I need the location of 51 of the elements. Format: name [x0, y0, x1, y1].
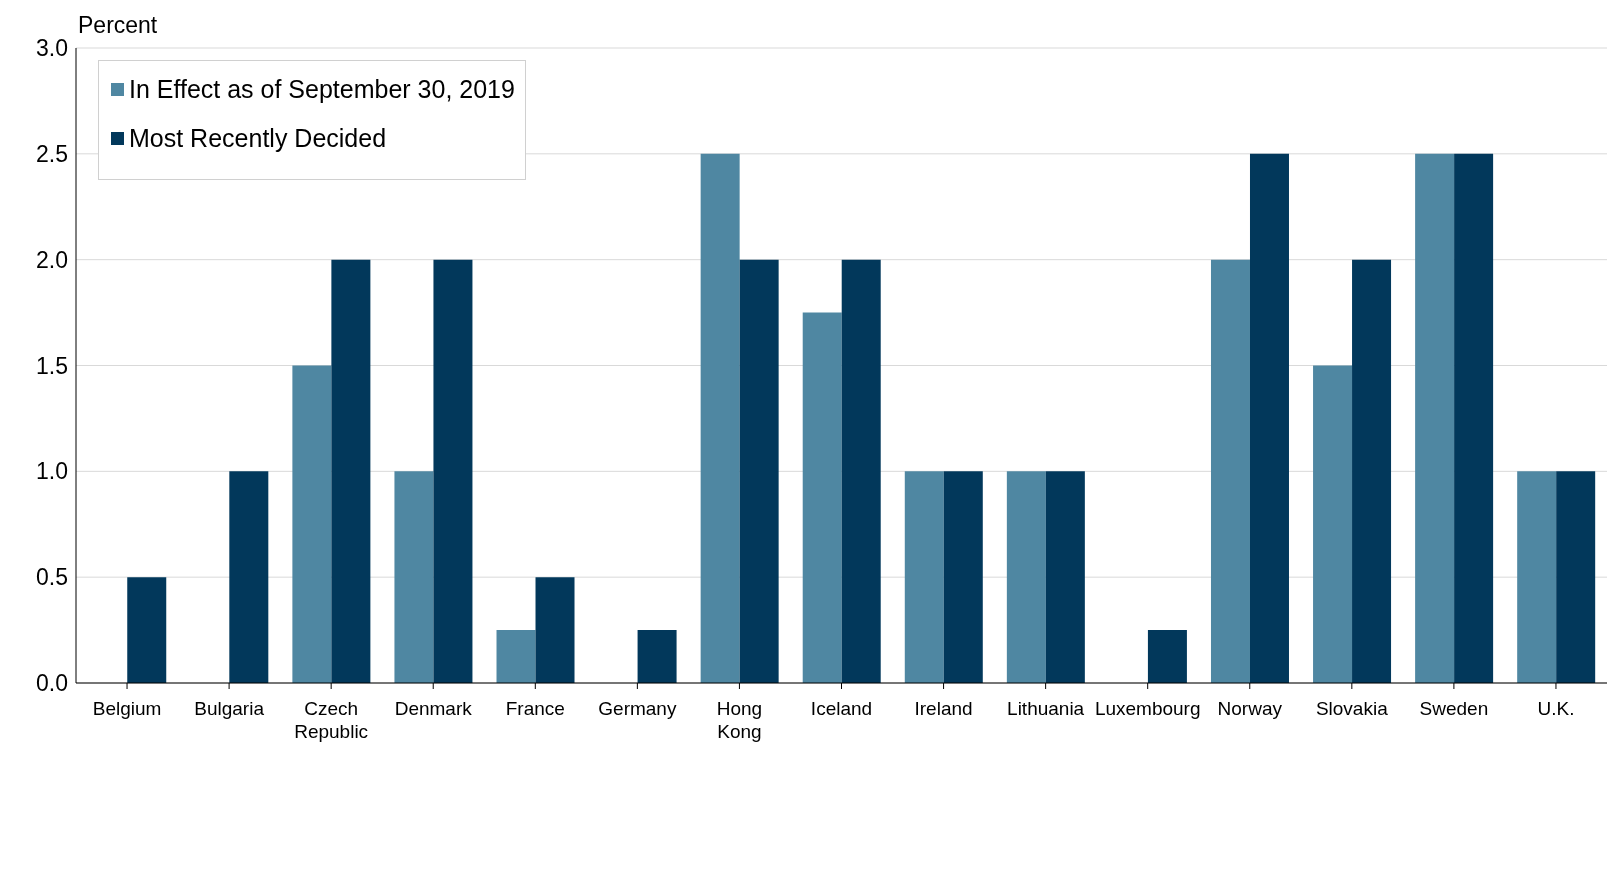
bar [1249, 153, 1289, 683]
bar [700, 153, 740, 683]
bar [841, 259, 881, 683]
bar [535, 577, 575, 683]
x-tick-label: Sweden [1419, 698, 1489, 719]
x-tick-label: Hong Kong [716, 698, 763, 742]
x-tick-label: Ireland [914, 698, 973, 719]
bar [802, 312, 842, 683]
x-tick-label: Belgium [92, 698, 162, 719]
x-tick-label: Norway [1217, 698, 1283, 719]
bar [637, 630, 677, 683]
x-tick-label: France [505, 698, 565, 719]
bar [496, 630, 536, 683]
bar [1517, 471, 1557, 683]
bar [943, 471, 983, 683]
bar [229, 471, 269, 683]
x-tick-label: Lithuania [1007, 698, 1085, 719]
x-tick-label: U.K. [1537, 698, 1575, 719]
bar [1045, 471, 1085, 683]
bar [292, 365, 332, 683]
bar [904, 471, 944, 683]
bar [1556, 471, 1596, 683]
x-tick-label: Slovakia [1315, 698, 1389, 719]
legend-label: Most Recently Decided [129, 124, 387, 153]
bar [394, 471, 434, 683]
y-tick-label: 2.0 [36, 246, 68, 273]
x-tick-label: Germany [598, 698, 677, 719]
bar [1006, 471, 1046, 683]
bar [1415, 153, 1455, 683]
y-tick-label: 1.5 [36, 352, 68, 379]
x-tick-label: Czech Republic [294, 698, 369, 742]
bar [331, 259, 371, 683]
bar [1210, 259, 1250, 683]
y-tick-label: 2.5 [36, 141, 68, 167]
bar [433, 259, 473, 683]
bar [1313, 365, 1353, 683]
x-tick-label: Iceland [810, 698, 873, 719]
legend-label: In Effect as of September 30, 2019 [129, 75, 515, 104]
y-axis-title: Percent [78, 12, 158, 39]
y-tick-label: 1.0 [36, 458, 68, 485]
x-tick-label: Luxembourg [1094, 698, 1201, 719]
x-tick-label: Bulgaria [194, 698, 265, 719]
y-tick-label: 3.0 [36, 35, 68, 62]
bar [127, 577, 167, 683]
bar [1454, 153, 1494, 683]
bar [739, 259, 779, 683]
x-tick-label: Denmark [394, 698, 473, 719]
y-tick-label: 0.0 [36, 670, 68, 697]
bar [1147, 630, 1187, 683]
y-tick-label: 0.5 [36, 564, 68, 591]
bar [1352, 259, 1392, 683]
